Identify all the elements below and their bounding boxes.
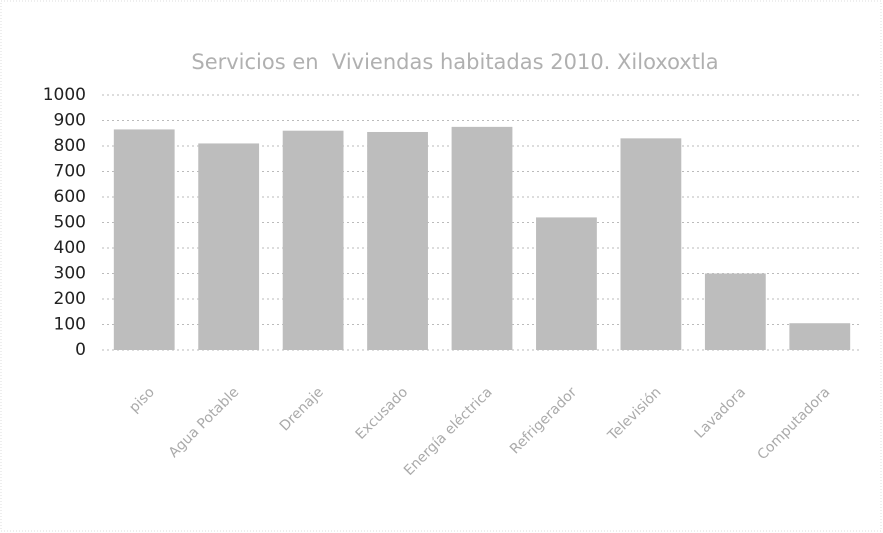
y-tick-label: 100 (54, 315, 86, 335)
y-tick-label: 700 (54, 162, 86, 182)
bar (282, 130, 344, 350)
bar (620, 138, 682, 350)
bar (789, 323, 851, 350)
y-tick-label: 500 (54, 213, 86, 233)
y-tick-label: 600 (54, 187, 86, 207)
y-tick-label: 200 (54, 289, 86, 309)
y-tick-label: 800 (54, 136, 86, 156)
chart-title: Servicios en Viviendas habitadas 2010. X… (191, 50, 718, 74)
y-tick-label: 400 (54, 238, 86, 258)
bar (367, 131, 428, 350)
y-tick-label: 300 (54, 264, 86, 284)
bar (198, 143, 260, 350)
bar (113, 129, 175, 350)
y-tick-label: 0 (75, 340, 86, 360)
y-tick-label: 1000 (43, 85, 86, 105)
bar (536, 217, 597, 350)
bar (451, 126, 513, 350)
y-tick-label: 900 (54, 111, 86, 131)
bar (704, 273, 766, 350)
